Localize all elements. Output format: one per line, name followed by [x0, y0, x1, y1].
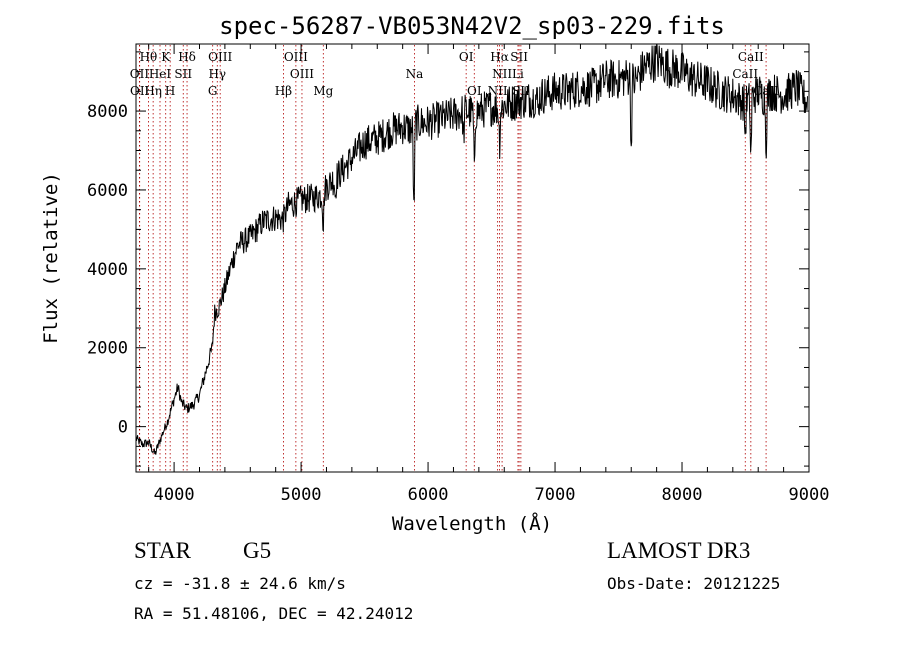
x-tick-label-7000: 7000: [535, 485, 576, 505]
object-class: STAR: [134, 538, 191, 563]
y-tick-label-6000: 6000: [87, 181, 128, 201]
line-label-mg: Mg: [313, 84, 333, 98]
line-label-hγ: Hγ: [208, 67, 226, 81]
y-tick-label-4000: 4000: [87, 260, 128, 280]
line-label-oiii: OIII: [290, 67, 314, 81]
line-label-caii: CaII: [732, 67, 758, 81]
line-label-sii: SII: [174, 67, 192, 81]
line-label-oi: OI: [467, 84, 482, 98]
line-label-sii: SII: [510, 50, 528, 64]
tick-labels: 4000 5000 6000 7000 8000 9000 0 2000 4000 6000 800…: [87, 102, 829, 505]
survey-name: LAMOST DR3: [607, 538, 751, 563]
spectral-line-markers: [139, 45, 767, 471]
x-axis-label: Wavelength (Å): [392, 512, 552, 535]
chart-title: spec-56287-VB053N42V2_sp03-229.fits: [219, 12, 725, 40]
line-label-h: H: [165, 84, 175, 98]
line-label-caii: CaII: [738, 50, 764, 64]
line-label-nii: NII: [492, 67, 512, 81]
spectrum-line: [135, 44, 808, 455]
line-label-hδ: Hδ: [178, 50, 196, 64]
y-tick-label-2000: 2000: [87, 339, 128, 359]
y-tick-label-8000: 8000: [87, 102, 128, 122]
line-label-hei: HeI: [149, 67, 172, 81]
line-label-oiii: OIII: [208, 50, 232, 64]
observation-date: Obs-Date: 20121225: [607, 574, 781, 593]
line-label-hθ: Hθ: [140, 50, 158, 64]
x-tick-label-8000: 8000: [662, 485, 703, 505]
line-label-g: G: [208, 84, 218, 98]
y-axis-label: Flux (relative): [40, 172, 62, 344]
line-label-k: K: [161, 50, 171, 64]
line-label-nii: NII: [488, 84, 508, 98]
line-label-na: Na: [406, 67, 424, 81]
line-label-oii: OII: [130, 67, 150, 81]
line-label-oi: OI: [459, 50, 474, 64]
coordinates: RA = 51.48106, DEC = 42.24012: [134, 604, 414, 623]
axis-ticks: [136, 44, 810, 472]
line-label-hη: Hη: [144, 84, 162, 98]
x-tick-label-4000: 4000: [154, 485, 195, 505]
spectral-subclass: G5: [243, 538, 272, 563]
line-label-oiii: OIII: [284, 50, 308, 64]
x-tick-label-5000: 5000: [281, 485, 322, 505]
redshift-cz: cz = -31.8 ± 24.6 km/s: [134, 574, 346, 593]
line-label-hβ: Hβ: [275, 84, 292, 98]
x-tick-label-9000: 9000: [789, 485, 830, 505]
line-label-li: Li: [512, 67, 524, 81]
line-label-hα: Hα: [490, 50, 509, 64]
y-tick-label-0: 0: [118, 418, 128, 438]
spectrum-series: [135, 44, 808, 455]
plot-frame: [135, 43, 810, 473]
x-tick-label-6000: 6000: [408, 485, 449, 505]
